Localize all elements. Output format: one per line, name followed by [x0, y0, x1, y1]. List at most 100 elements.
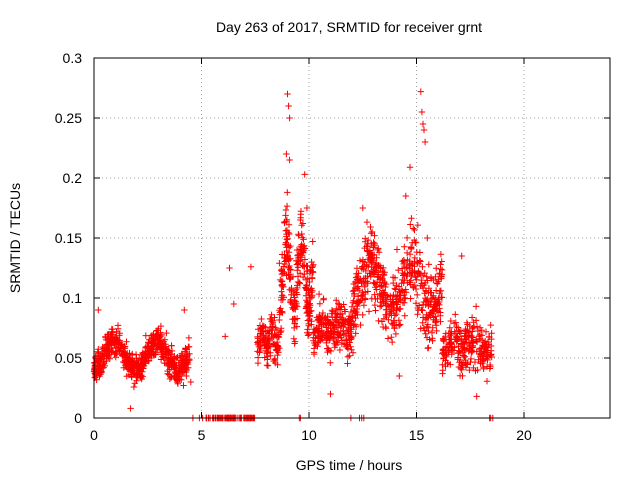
- data-point: [402, 192, 409, 200]
- data-point: [382, 280, 390, 288]
- data-point: [281, 268, 288, 276]
- data-point: [437, 251, 445, 258]
- data-point: [383, 306, 390, 313]
- data-point: [371, 301, 379, 309]
- data-point: [131, 380, 139, 387]
- data-point: [182, 356, 189, 363]
- data-point: [123, 338, 130, 345]
- data-point: [95, 358, 103, 365]
- data-point: [319, 309, 327, 317]
- data-point: [299, 234, 306, 241]
- y-tick-label: 0.15: [55, 230, 82, 246]
- data-point: [342, 318, 349, 325]
- data-point: [103, 342, 110, 349]
- data-point: [318, 327, 325, 334]
- data-point: [384, 292, 391, 299]
- data-point: [119, 353, 126, 360]
- data-point: [437, 309, 444, 316]
- data-point: [120, 364, 127, 371]
- data-point: [301, 171, 308, 178]
- data-point: [272, 324, 279, 332]
- data-point: [299, 248, 306, 256]
- data-point: [452, 319, 459, 326]
- data-point: [427, 274, 435, 281]
- data-point: [323, 324, 330, 331]
- data-point: [390, 317, 397, 324]
- data-point: [448, 343, 455, 350]
- data-point: [97, 367, 104, 375]
- data-point: [425, 261, 432, 268]
- data-point: [447, 317, 454, 325]
- data-point: [403, 249, 411, 257]
- data-point: [419, 120, 427, 128]
- data-point: [484, 347, 491, 354]
- data-point: [105, 331, 112, 338]
- data-point: [453, 338, 460, 345]
- data-point: [284, 90, 291, 98]
- data-point: [95, 306, 102, 314]
- data-point: [401, 243, 408, 250]
- data-point: [264, 362, 272, 369]
- data-point: [313, 314, 321, 321]
- data-point: [406, 251, 414, 258]
- data-point: [344, 353, 352, 360]
- data-point: [407, 221, 414, 228]
- data-point: [419, 319, 426, 326]
- data-point: [372, 266, 380, 274]
- data-point: [139, 373, 146, 380]
- data-point: [362, 296, 369, 303]
- data-point: [458, 366, 465, 373]
- data-point: [348, 326, 355, 333]
- data-point: [393, 246, 401, 253]
- data-point: [306, 278, 313, 286]
- data-point: [276, 260, 283, 267]
- data-point: [473, 393, 480, 400]
- data-point: [327, 325, 334, 332]
- data-point: [96, 372, 103, 380]
- data-point: [287, 274, 294, 281]
- data-point: [463, 319, 471, 326]
- data-point: [447, 339, 454, 346]
- data-point: [293, 261, 301, 268]
- data-point: [410, 225, 417, 232]
- data-point: [283, 202, 291, 210]
- data-point: [436, 305, 443, 312]
- data-point: [284, 256, 292, 263]
- data-point: [287, 266, 294, 274]
- data-point: [311, 329, 318, 337]
- data-point: [390, 291, 397, 299]
- data-point: [345, 330, 352, 337]
- data-point: [130, 383, 138, 391]
- data-point: [254, 354, 262, 361]
- data-point: [360, 302, 368, 309]
- data-point: [254, 335, 262, 342]
- data-point: [117, 344, 124, 351]
- x-tick-label: 10: [301, 427, 317, 443]
- data-point: [439, 266, 446, 274]
- data-point: [304, 317, 312, 324]
- data-point: [261, 354, 268, 361]
- data-point: [448, 328, 455, 335]
- data-point: [319, 321, 327, 328]
- data-point: [477, 350, 484, 357]
- data-point: [282, 239, 290, 246]
- data-point: [401, 294, 408, 302]
- data-point: [263, 347, 270, 354]
- data-point: [378, 290, 385, 298]
- data-point: [261, 342, 268, 349]
- data-point: [482, 337, 489, 345]
- data-point: [457, 341, 465, 348]
- data-point: [426, 336, 433, 343]
- data-point: [94, 348, 101, 355]
- data-point: [351, 278, 359, 286]
- data-point: [437, 287, 445, 294]
- data-point: [359, 263, 366, 270]
- data-point: [348, 303, 356, 310]
- data-point: [486, 333, 493, 341]
- data-point: [308, 289, 315, 296]
- data-point: [408, 215, 415, 222]
- data-point: [286, 275, 293, 282]
- data-point: [368, 251, 375, 258]
- data-point: [352, 323, 360, 330]
- data-point: [309, 238, 316, 245]
